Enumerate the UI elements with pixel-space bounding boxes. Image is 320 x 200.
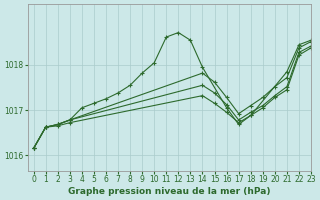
X-axis label: Graphe pression niveau de la mer (hPa): Graphe pression niveau de la mer (hPa): [68, 187, 270, 196]
